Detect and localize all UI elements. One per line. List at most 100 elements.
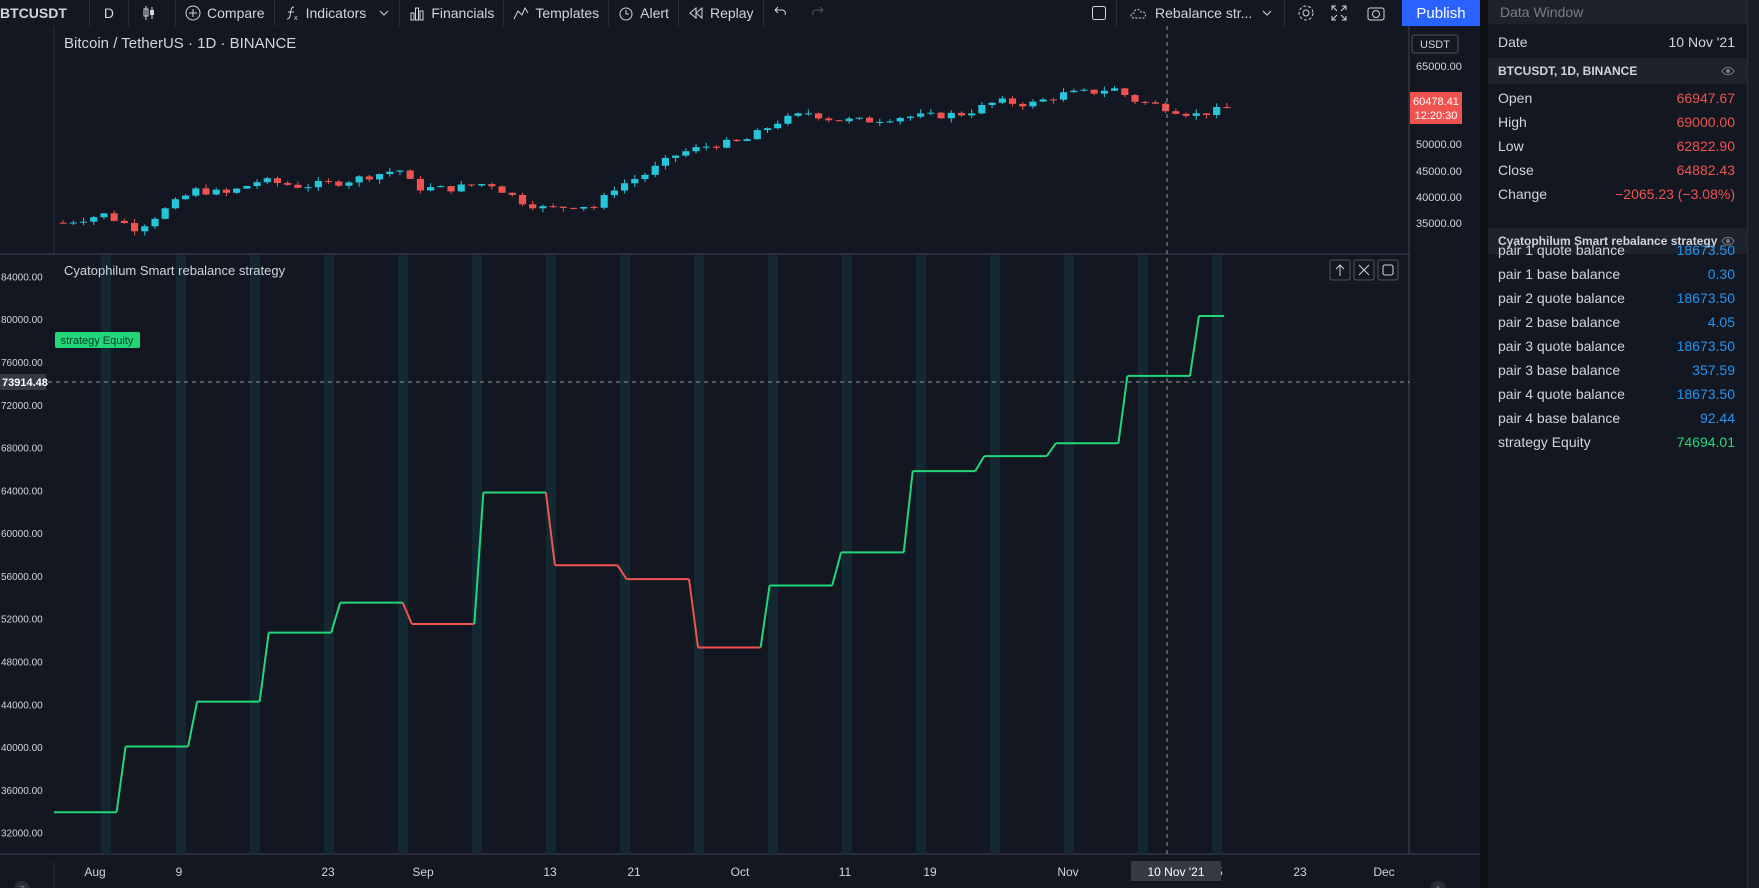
candle-body xyxy=(1111,88,1119,91)
fullscreen-toggle-button[interactable] xyxy=(1082,0,1122,26)
candle-body xyxy=(1172,111,1180,114)
strategy-value: 92.44 xyxy=(1699,410,1735,426)
candle-body xyxy=(498,186,506,193)
indicator-tick-label: 48000.00 xyxy=(1,657,43,668)
candle-body xyxy=(345,182,353,186)
candle-body xyxy=(590,206,598,208)
templates-button[interactable]: Templates xyxy=(504,0,608,26)
chart-area[interactable]: Bitcoin / TetherUS · 1D · BINANCE USDT 6… xyxy=(0,26,1480,888)
layout-menu-button[interactable]: Rebalance str... xyxy=(1120,0,1282,26)
candle-body xyxy=(702,146,710,148)
candle-body xyxy=(784,115,792,124)
candle-body xyxy=(273,178,282,184)
time-tick-label: Aug xyxy=(84,865,105,879)
crosshair-date-badge xyxy=(1131,861,1221,881)
candle-body xyxy=(600,195,608,208)
strategy-value-label: pair 4 quote balance xyxy=(1498,386,1625,402)
eye-icon[interactable] xyxy=(1721,66,1735,76)
interval-button[interactable]: D xyxy=(90,0,128,26)
candle-body xyxy=(794,113,802,116)
ohlc-row: High 69000.00 xyxy=(1498,114,1735,130)
panel-divider[interactable] xyxy=(1480,0,1488,888)
session-band xyxy=(176,255,186,854)
candle-body xyxy=(1090,89,1098,94)
maximize-pane-button[interactable] xyxy=(1377,259,1399,281)
strategy-value: 18673.50 xyxy=(1676,242,1735,258)
session-band xyxy=(1212,255,1222,854)
candle-body xyxy=(161,208,169,219)
candle-body xyxy=(478,184,486,186)
close-pane-button[interactable] xyxy=(1353,259,1375,281)
candle-body xyxy=(69,222,77,224)
indicator-scale[interactable]: 84000.00 80000.00 76000.00 72000.00 68000.00… xyxy=(1,272,43,839)
settings-button[interactable] xyxy=(1288,0,1330,26)
toolbar-divider xyxy=(762,0,764,26)
financials-button[interactable]: Financials xyxy=(400,0,503,26)
candle-body xyxy=(263,178,271,183)
candle-body xyxy=(896,118,904,122)
candle-body xyxy=(1141,101,1149,103)
candle-body xyxy=(314,181,322,188)
candle-body xyxy=(1151,102,1160,104)
replay-button[interactable]: Replay xyxy=(679,0,763,26)
zoom-button-label: Z xyxy=(19,885,25,888)
compare-label: Compare xyxy=(207,5,265,21)
currency-badge[interactable] xyxy=(1411,34,1459,54)
candle-body xyxy=(284,183,292,185)
candle-body xyxy=(406,170,414,179)
candle-body xyxy=(569,207,578,209)
chart-type-button[interactable] xyxy=(129,0,175,26)
candle-body xyxy=(753,130,761,140)
indicator-tick-label: 68000.00 xyxy=(1,444,43,455)
right-sidebar-edge[interactable] xyxy=(1747,0,1759,888)
candle-body xyxy=(1213,107,1221,116)
chart-canvas[interactable]: Bitcoin / TetherUS · 1D · BINANCE USDT 6… xyxy=(0,26,1480,888)
equity-transition xyxy=(1046,442,1057,457)
session-band xyxy=(1138,255,1148,854)
session-band xyxy=(250,255,260,854)
price-tick-label: 35000.00 xyxy=(1416,218,1462,230)
candle-body xyxy=(1008,98,1017,104)
strategy-value-label: pair 2 quote balance xyxy=(1498,290,1625,306)
strategy-value: 18673.50 xyxy=(1676,338,1735,354)
candle-body xyxy=(835,120,843,122)
equity-transition xyxy=(831,552,843,586)
snapshot-button[interactable] xyxy=(1358,0,1400,26)
indicator-tick-label: 72000.00 xyxy=(1,401,43,412)
redo-button[interactable] xyxy=(802,0,840,26)
move-up-button[interactable] xyxy=(1329,259,1351,281)
replay-label: Replay xyxy=(709,5,754,21)
candle-body xyxy=(79,221,88,223)
candlestick-series xyxy=(59,85,1231,236)
strategy-value-label: pair 3 base balance xyxy=(1498,362,1621,378)
time-axis[interactable]: Aug923Sep1321Oct1119Nov1523Dec xyxy=(84,865,1394,879)
alert-button[interactable]: Alert xyxy=(609,0,678,26)
indicator-tick-label: 52000.00 xyxy=(1,615,43,626)
log-scale-button[interactable]: Z xyxy=(14,881,30,888)
candle-body xyxy=(814,113,823,119)
publish-button[interactable]: Publish xyxy=(1402,0,1480,26)
fullscreen-button[interactable] xyxy=(1322,0,1362,26)
toolbar-divider xyxy=(175,0,177,26)
chevron-down-icon[interactable] xyxy=(378,7,390,19)
indicator-tick-label: 80000.00 xyxy=(1,315,43,326)
candle-body xyxy=(192,188,200,196)
candle-body xyxy=(1202,113,1211,116)
ohlc-value: 62822.90 xyxy=(1676,138,1735,154)
candle-body xyxy=(1192,113,1200,116)
eye-icon[interactable] xyxy=(1721,236,1735,246)
auto-scale-button[interactable]: A xyxy=(1430,881,1446,888)
candle-body xyxy=(488,184,496,187)
indicator-tick-label: 40000.00 xyxy=(1,743,43,754)
undo-button[interactable] xyxy=(764,0,802,26)
toolbar-divider xyxy=(677,0,679,26)
equity-transition xyxy=(330,602,342,633)
compare-button[interactable]: Compare xyxy=(176,0,274,26)
candle-body xyxy=(988,102,996,106)
session-band xyxy=(1064,255,1074,854)
indicators-button[interactable]: x Indicators xyxy=(275,0,400,26)
candle-body xyxy=(386,171,394,175)
symbol-search-button[interactable]: BTCUSDT xyxy=(0,5,67,21)
toolbar-divider xyxy=(1284,0,1285,26)
equity-transition xyxy=(115,746,127,813)
